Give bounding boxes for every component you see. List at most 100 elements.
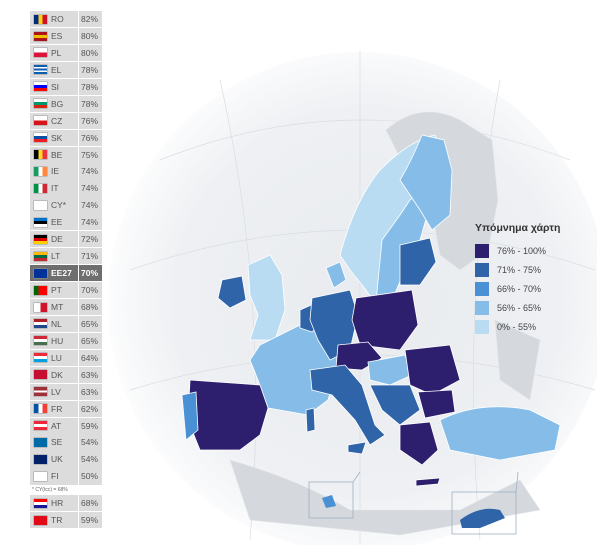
country-code: FR xyxy=(51,403,63,414)
percent-value: 80% xyxy=(79,44,102,62)
country-code: CZ xyxy=(51,115,63,126)
percent-value: 64% xyxy=(79,349,102,366)
flag-icon xyxy=(34,421,47,431)
country-cell: EE xyxy=(30,214,78,231)
percent-value: 68% xyxy=(79,298,102,316)
percent-value: 65% xyxy=(79,332,102,349)
inset-boxes xyxy=(308,471,519,535)
region-hungary xyxy=(367,354,413,386)
legend-item: 66% - 70% xyxy=(475,279,590,298)
ranking-row: MT 68% xyxy=(30,298,102,316)
flag-icon xyxy=(34,336,47,346)
flag-icon xyxy=(34,370,47,380)
ranking-row: AT 59% xyxy=(30,417,102,434)
country-cell: NL xyxy=(30,315,78,333)
flag-icon xyxy=(34,498,47,508)
percent-value: 75% xyxy=(79,146,102,163)
ranking-row: PL 80% xyxy=(30,44,102,62)
ranking-row: LU 64% xyxy=(30,349,102,366)
ranking-row: EE27 70% xyxy=(30,265,102,282)
country-code: EL xyxy=(51,64,62,75)
flag-icon xyxy=(34,471,47,481)
legend-swatch xyxy=(475,281,489,296)
region-cyprus-inset xyxy=(460,508,505,528)
country-code: BE xyxy=(51,149,63,160)
region-sicily xyxy=(347,441,367,455)
country-code: SE xyxy=(51,437,63,448)
country-code: MT xyxy=(51,301,64,312)
percent-value: 80% xyxy=(79,27,102,45)
percent-value: 72% xyxy=(79,231,102,248)
country-code: ES xyxy=(51,30,63,41)
percent-value: 82% xyxy=(79,11,102,28)
legend-label: 76% - 100% xyxy=(497,245,547,256)
legend-label: 0% - 55% xyxy=(497,321,537,332)
country-cell: EE27 xyxy=(30,265,78,282)
flag-icon xyxy=(34,404,47,414)
country-code: LV xyxy=(51,386,61,397)
country-cell: FI xyxy=(30,468,78,485)
country-cell: AT xyxy=(30,417,78,434)
country-code: FI xyxy=(51,471,59,482)
flag-icon xyxy=(34,353,47,363)
region-denmark xyxy=(325,261,347,289)
europe-map xyxy=(108,50,597,545)
country-cell: RO xyxy=(30,11,78,28)
flag-icon xyxy=(34,515,47,525)
ranking-row: ES 80% xyxy=(30,27,102,45)
country-cell: BE xyxy=(30,146,78,163)
ranking-row: IT 74% xyxy=(30,180,102,197)
country-cell: LU xyxy=(30,349,78,366)
region-poland xyxy=(351,289,419,351)
legend-swatch xyxy=(475,300,489,315)
country-code: HR xyxy=(51,498,64,509)
country-code: DE xyxy=(51,234,63,245)
country-cell: HU xyxy=(30,332,78,349)
country-code: LT xyxy=(51,251,61,262)
country-code: DK xyxy=(51,369,63,380)
percent-value: 74% xyxy=(79,197,102,214)
country-cell: PT xyxy=(30,282,78,299)
region-greece xyxy=(399,421,439,466)
ranking-row: SE 54% xyxy=(30,434,102,451)
country-code: LU xyxy=(51,352,62,363)
country-cell: CY* xyxy=(30,197,78,214)
flag-icon xyxy=(34,14,47,24)
percent-value: 70% xyxy=(79,265,102,282)
country-code: RO xyxy=(51,14,64,24)
percent-value: 54% xyxy=(79,434,102,451)
percent-value: 76% xyxy=(79,129,102,146)
country-cell: SK xyxy=(30,129,78,146)
country-code: EE xyxy=(51,217,63,228)
percent-value: 59% xyxy=(79,512,102,529)
country-code: HU xyxy=(51,335,64,346)
legend-item: 76% - 100% xyxy=(475,241,590,260)
country-cell: PL xyxy=(30,44,78,62)
country-cell: BG xyxy=(30,95,78,112)
flag-icon xyxy=(34,268,47,278)
flag-icon xyxy=(34,48,47,58)
country-cell: LT xyxy=(30,248,78,265)
legend-item: 0% - 55% xyxy=(475,317,590,336)
flag-icon xyxy=(34,285,47,295)
region-turkey xyxy=(439,406,561,461)
ranking-row: CZ 76% xyxy=(30,112,102,129)
ranking-row: SK 76% xyxy=(30,129,102,146)
flag-icon xyxy=(34,167,47,177)
percent-value: 71% xyxy=(79,248,102,265)
flag-icon xyxy=(34,99,47,109)
legend-item: 71% - 75% xyxy=(475,260,590,279)
country-code: SI xyxy=(51,81,60,92)
ranking-row: UK 54% xyxy=(30,451,102,468)
country-code: BG xyxy=(51,98,64,109)
flag-icon xyxy=(34,438,47,448)
country-cell: TR xyxy=(30,512,78,529)
country-cell: MT xyxy=(30,298,78,316)
ranking-row: TR 59% xyxy=(30,512,102,529)
region-crete xyxy=(415,477,441,487)
ranking-row: BE 75% xyxy=(30,146,102,163)
country-code: SK xyxy=(51,132,63,143)
ranking-row: BG 78% xyxy=(30,95,102,112)
flag-icon xyxy=(34,302,47,312)
flag-icon xyxy=(34,387,47,397)
